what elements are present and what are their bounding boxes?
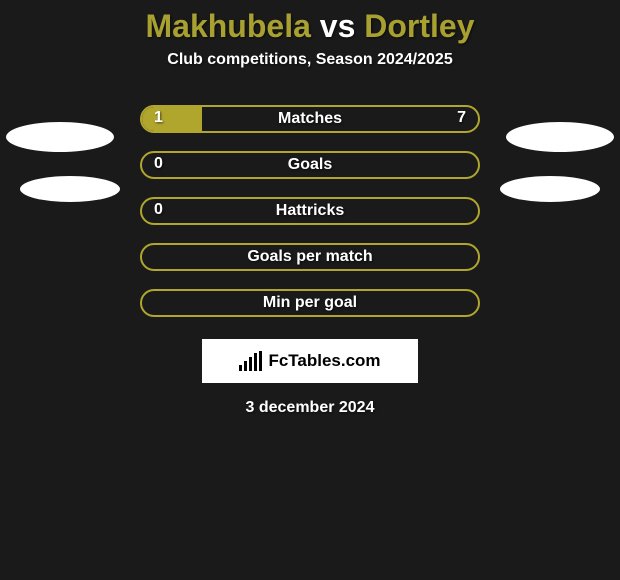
player-badge xyxy=(6,122,114,152)
player-badge xyxy=(500,176,600,202)
player-badge xyxy=(20,176,120,202)
bar-track: Min per goal xyxy=(140,289,480,317)
bar-label: Min per goal xyxy=(263,294,357,312)
logo-text: FcTables.com xyxy=(268,351,380,371)
value-left: 1 xyxy=(154,109,163,127)
bar-track: Matches xyxy=(140,105,480,133)
title-player1: Makhubela xyxy=(146,8,311,44)
value-left: 0 xyxy=(154,201,163,219)
player-badge xyxy=(506,122,614,152)
comparison-row: Goals per match xyxy=(0,233,620,279)
logo-box: FcTables.com xyxy=(202,339,418,383)
title-vs: vs xyxy=(320,8,356,44)
bar-track: Goals xyxy=(140,151,480,179)
bar-left-fill xyxy=(142,107,202,131)
logo: FcTables.com xyxy=(239,351,380,371)
date-label: 3 december 2024 xyxy=(0,399,620,417)
bar-wrap: Hattricks xyxy=(140,197,480,225)
comparison-row: Min per goal xyxy=(0,279,620,325)
bar-label: Goals per match xyxy=(247,248,372,266)
bar-wrap: Goals xyxy=(140,151,480,179)
page-title: Makhubela vs Dortley xyxy=(0,0,620,51)
value-right: 7 xyxy=(457,109,466,127)
bar-label: Matches xyxy=(278,110,342,128)
bar-wrap: Goals per match xyxy=(140,243,480,271)
bar-track: Hattricks xyxy=(140,197,480,225)
subtitle: Club competitions, Season 2024/2025 xyxy=(0,51,620,69)
value-left: 0 xyxy=(154,155,163,173)
bar-chart-icon xyxy=(239,351,262,371)
bar-track: Goals per match xyxy=(140,243,480,271)
bar-label: Goals xyxy=(288,156,332,174)
bar-wrap: Matches xyxy=(140,105,480,133)
bar-label: Hattricks xyxy=(276,202,344,220)
bar-wrap: Min per goal xyxy=(140,289,480,317)
title-player2: Dortley xyxy=(364,8,474,44)
